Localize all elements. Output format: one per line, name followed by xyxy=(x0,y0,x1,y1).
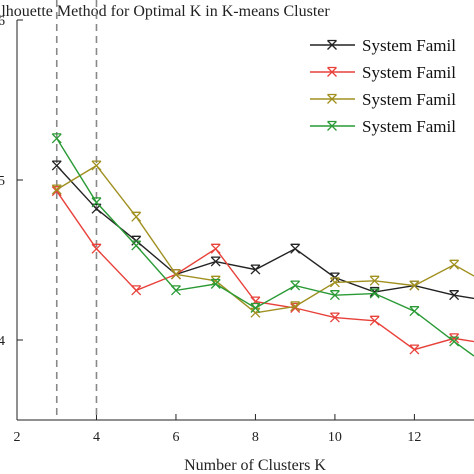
series-line xyxy=(56,138,474,357)
data-point xyxy=(449,290,460,301)
data-point xyxy=(449,333,460,344)
data-point xyxy=(131,285,142,296)
data-point xyxy=(449,259,460,270)
data-point xyxy=(51,160,62,171)
data-point xyxy=(210,256,221,267)
data-point xyxy=(327,39,337,50)
y-tick-label: .5 xyxy=(0,174,5,189)
series-line xyxy=(56,164,474,314)
data-point xyxy=(329,290,340,301)
data-point xyxy=(210,243,221,254)
data-point xyxy=(329,277,340,288)
x-tick-label: 2 xyxy=(14,430,21,445)
data-point xyxy=(210,278,221,289)
data-point xyxy=(91,197,102,208)
data-point xyxy=(327,66,337,77)
data-point xyxy=(290,301,301,312)
x-tick-label: 6 xyxy=(172,430,179,445)
data-point xyxy=(290,280,301,291)
data-point xyxy=(369,315,380,326)
data-point xyxy=(131,240,142,251)
x-axis-label: Number of Clusters K xyxy=(184,457,326,474)
x-tick-label: 12 xyxy=(407,430,421,445)
data-point xyxy=(51,184,62,195)
legend-label: System Famil xyxy=(362,63,456,82)
legend-label: System Famil xyxy=(362,36,456,55)
data-point xyxy=(170,285,181,296)
chart-title: Silhouette Method for Optimal K in K-mea… xyxy=(0,3,330,20)
data-point xyxy=(91,160,102,171)
data-point xyxy=(327,93,337,104)
data-point xyxy=(250,264,261,275)
data-point xyxy=(91,243,102,254)
data-point xyxy=(409,280,420,291)
legend-label: System Famil xyxy=(362,117,456,136)
x-tick-label: 4 xyxy=(93,430,100,445)
data-point xyxy=(369,288,380,299)
series-line xyxy=(56,165,474,300)
data-point xyxy=(409,306,420,317)
data-point xyxy=(409,344,420,355)
x-tick-label: 8 xyxy=(252,430,259,445)
data-point xyxy=(51,133,62,144)
x-tick-label: 10 xyxy=(328,430,342,445)
data-point xyxy=(250,302,261,313)
legend-label: System Famil xyxy=(362,90,456,109)
data-point xyxy=(327,120,337,131)
data-point xyxy=(170,269,181,280)
data-point xyxy=(290,243,301,254)
y-tick-label: .4 xyxy=(0,334,5,349)
series-line xyxy=(56,190,474,351)
plot-area: 2 4 6 8 10 12 .4 .5 .6 System Famil System Famil Sy… xyxy=(0,0,474,445)
data-point xyxy=(131,211,142,222)
data-point xyxy=(329,312,340,323)
y-tick-label: .6 xyxy=(0,14,5,29)
data-point xyxy=(369,275,380,286)
data-point xyxy=(449,336,460,347)
